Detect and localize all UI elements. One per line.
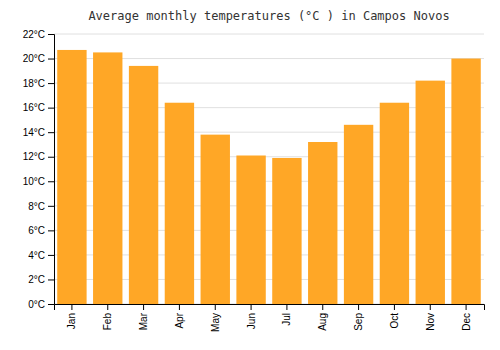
- tick-label: Aug: [317, 313, 328, 331]
- tick: Jan: [66, 304, 77, 329]
- bar: [272, 158, 301, 304]
- tick: Jul: [281, 304, 292, 326]
- tick-mark: [394, 304, 395, 310]
- tick-mark: [48, 304, 54, 305]
- tick: Dec: [461, 304, 472, 331]
- tick: May: [210, 304, 221, 332]
- tick-mark: [107, 304, 108, 310]
- tick: Sep: [353, 304, 364, 331]
- grid: [54, 34, 484, 304]
- tick-label: Feb: [102, 313, 113, 331]
- tick: 2°C: [28, 274, 54, 285]
- tick-mark: [358, 304, 359, 310]
- tick: 8°C: [28, 201, 54, 212]
- tick-mark: [48, 230, 54, 231]
- tick: 20°C: [23, 53, 54, 64]
- bar: [416, 81, 445, 304]
- tick-label: 16°C: [23, 102, 45, 113]
- tick-mark: [48, 181, 54, 182]
- tick: Aug: [317, 304, 328, 331]
- tick-label: 14°C: [23, 127, 45, 138]
- tick-label: Apr: [174, 312, 185, 328]
- tick-label: Oct: [389, 313, 400, 329]
- x-axis: Jan Feb Mar Apr May Jun Jul Aug Sep Oct Nov Dec: [55, 304, 485, 332]
- tick-label: 22°C: [23, 29, 45, 40]
- tick-mark: [48, 132, 54, 133]
- tick-mark: [179, 304, 180, 310]
- tick: 4°C: [28, 250, 54, 261]
- axis-line: [55, 305, 485, 311]
- tick-label: Dec: [461, 313, 472, 331]
- tick-label: Mar: [138, 312, 149, 330]
- tick-mark: [215, 304, 216, 310]
- tick-mark: [48, 255, 54, 256]
- tick-label: 6°C: [28, 225, 45, 236]
- bar: [451, 59, 480, 304]
- bar: [57, 50, 86, 304]
- tick-label: 4°C: [28, 250, 45, 261]
- tick-mark: [48, 83, 54, 84]
- tick: Jun: [246, 304, 257, 329]
- tick-mark: [48, 108, 54, 109]
- tick: 16°C: [23, 102, 54, 113]
- bar: [93, 52, 122, 304]
- tick-label: May: [210, 313, 221, 332]
- tick-label: 0°C: [28, 299, 45, 310]
- tick-label: 12°C: [23, 151, 45, 162]
- bar: [236, 156, 265, 305]
- plot-area: 0°C 2°C 4°C 6°C 8°C 10°C 12°C 14°C 16°C 18°C 20°C 2…: [23, 29, 485, 332]
- tick-mark: [466, 304, 467, 310]
- bar: [344, 125, 373, 304]
- tick-label: 20°C: [23, 53, 45, 64]
- tick-label: 8°C: [28, 201, 45, 212]
- bar: [201, 135, 230, 304]
- tick-mark: [430, 304, 431, 310]
- tick: 10°C: [23, 176, 54, 187]
- chart: 0°C 2°C 4°C 6°C 8°C 10°C 12°C 14°C 16°C 18°C 20°C 2…: [0, 0, 500, 350]
- bars: [57, 50, 481, 304]
- tick-mark: [251, 304, 252, 310]
- title: Average monthly temperatures (°C ) in Ca…: [88, 9, 449, 23]
- tick-mark: [322, 304, 323, 310]
- tick-label: 2°C: [28, 274, 45, 285]
- tick-label: Nov: [425, 313, 436, 331]
- axis-line: [48, 35, 55, 305]
- tick-mark: [48, 34, 54, 35]
- tick-label: 18°C: [23, 78, 45, 89]
- grid-line: [54, 34, 484, 35]
- tick: Feb: [102, 304, 113, 330]
- bar: [165, 103, 194, 304]
- tick-mark: [143, 304, 144, 310]
- tick-label: Jul: [281, 313, 292, 326]
- tick: Nov: [425, 304, 436, 331]
- bar: [129, 66, 158, 304]
- tick: Mar: [138, 304, 149, 330]
- tick: Oct: [389, 304, 400, 329]
- tick-mark: [48, 206, 54, 207]
- bar: [308, 142, 337, 304]
- tick-mark: [286, 304, 287, 310]
- tick: 6°C: [28, 225, 54, 236]
- bar: [380, 103, 409, 304]
- tick: 0°C: [28, 299, 54, 310]
- tick-mark: [48, 279, 54, 280]
- tick: 14°C: [23, 127, 54, 138]
- tick-mark: [48, 157, 54, 158]
- tick: 22°C: [23, 29, 54, 40]
- y-axis: 0°C 2°C 4°C 6°C 8°C 10°C 12°C 14°C 16°C 18°C 20°C 2…: [23, 29, 55, 310]
- tick-label: Jan: [66, 313, 77, 329]
- tick: 18°C: [23, 78, 54, 89]
- tick-mark: [48, 59, 54, 60]
- tick: 12°C: [23, 151, 54, 162]
- tick-mark: [71, 304, 72, 310]
- tick-label: 10°C: [23, 176, 45, 187]
- tick-label: Jun: [246, 313, 257, 329]
- tick: Apr: [174, 304, 185, 329]
- tick-label: Sep: [353, 313, 364, 331]
